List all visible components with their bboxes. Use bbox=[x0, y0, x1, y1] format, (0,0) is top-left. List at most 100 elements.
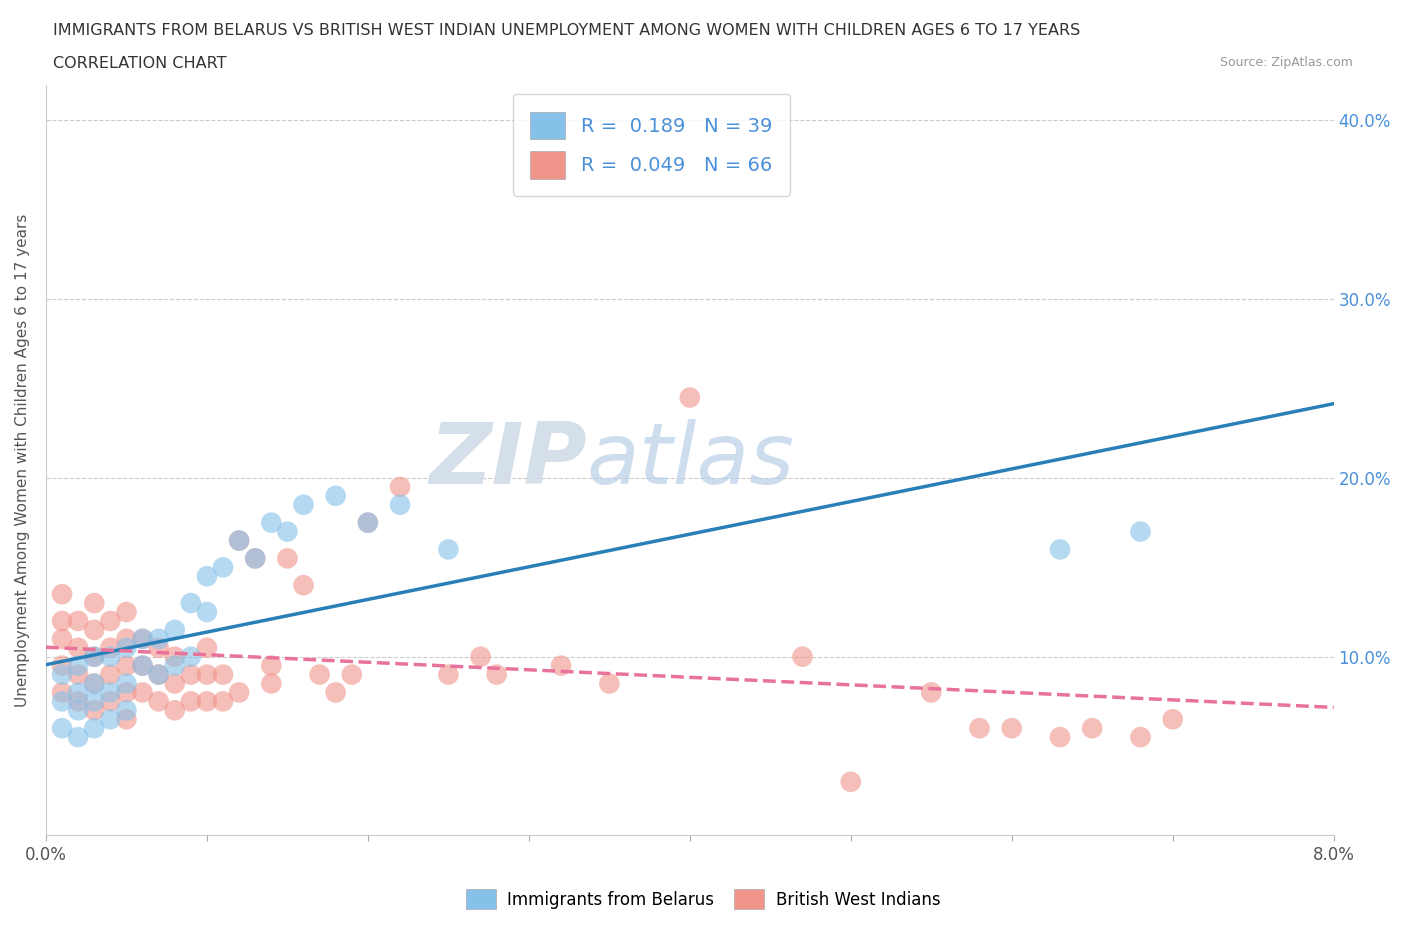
Point bbox=[212, 694, 235, 709]
Point bbox=[550, 658, 572, 673]
Text: atlas: atlas bbox=[586, 418, 794, 501]
Point bbox=[67, 703, 90, 718]
Legend: R =  0.189   N = 39, R =  0.049   N = 66: R = 0.189 N = 39, R = 0.049 N = 66 bbox=[513, 95, 790, 196]
Point bbox=[228, 533, 250, 548]
Point bbox=[245, 551, 267, 565]
Point bbox=[83, 721, 105, 736]
Legend: Immigrants from Belarus, British West Indians: Immigrants from Belarus, British West In… bbox=[457, 881, 949, 917]
Point bbox=[98, 711, 121, 726]
Point bbox=[67, 667, 90, 682]
Text: Source: ZipAtlas.com: Source: ZipAtlas.com bbox=[1219, 56, 1353, 69]
Point bbox=[115, 685, 138, 700]
Point bbox=[67, 641, 90, 656]
Point bbox=[163, 658, 186, 673]
Point bbox=[437, 542, 460, 557]
Point bbox=[67, 658, 90, 673]
Point bbox=[51, 694, 73, 709]
Point bbox=[115, 711, 138, 726]
Point bbox=[1081, 721, 1104, 736]
Point bbox=[292, 498, 315, 512]
Point bbox=[276, 551, 298, 565]
Point bbox=[389, 498, 412, 512]
Point bbox=[83, 676, 105, 691]
Point bbox=[792, 649, 814, 664]
Point bbox=[325, 488, 347, 503]
Point bbox=[148, 694, 170, 709]
Point bbox=[51, 685, 73, 700]
Point bbox=[357, 515, 380, 530]
Point bbox=[212, 560, 235, 575]
Point bbox=[115, 703, 138, 718]
Point bbox=[1129, 730, 1152, 745]
Y-axis label: Unemployment Among Women with Children Ages 6 to 17 years: Unemployment Among Women with Children A… bbox=[15, 213, 30, 707]
Point bbox=[228, 685, 250, 700]
Point bbox=[276, 525, 298, 539]
Text: IMMIGRANTS FROM BELARUS VS BRITISH WEST INDIAN UNEMPLOYMENT AMONG WOMEN WITH CHI: IMMIGRANTS FROM BELARUS VS BRITISH WEST … bbox=[53, 23, 1081, 38]
Point bbox=[67, 694, 90, 709]
Point bbox=[1001, 721, 1024, 736]
Point bbox=[83, 694, 105, 709]
Point bbox=[1049, 542, 1071, 557]
Point bbox=[148, 631, 170, 646]
Point bbox=[67, 730, 90, 745]
Point bbox=[839, 775, 862, 790]
Point bbox=[67, 614, 90, 629]
Point bbox=[115, 641, 138, 656]
Point bbox=[98, 641, 121, 656]
Text: CORRELATION CHART: CORRELATION CHART bbox=[53, 56, 226, 71]
Point bbox=[83, 622, 105, 637]
Point bbox=[260, 676, 283, 691]
Point bbox=[389, 480, 412, 495]
Point bbox=[98, 694, 121, 709]
Point bbox=[98, 667, 121, 682]
Point bbox=[51, 667, 73, 682]
Point bbox=[115, 604, 138, 619]
Point bbox=[679, 390, 702, 405]
Text: ZIP: ZIP bbox=[429, 418, 586, 501]
Point bbox=[148, 667, 170, 682]
Point bbox=[131, 658, 153, 673]
Point bbox=[308, 667, 330, 682]
Point bbox=[163, 676, 186, 691]
Point bbox=[1161, 711, 1184, 726]
Point bbox=[131, 685, 153, 700]
Point bbox=[920, 685, 942, 700]
Point bbox=[195, 604, 218, 619]
Point bbox=[51, 587, 73, 602]
Point bbox=[51, 631, 73, 646]
Point bbox=[340, 667, 363, 682]
Point bbox=[67, 685, 90, 700]
Point bbox=[83, 676, 105, 691]
Point bbox=[195, 694, 218, 709]
Point bbox=[195, 569, 218, 584]
Point bbox=[51, 721, 73, 736]
Point bbox=[83, 595, 105, 610]
Point bbox=[83, 649, 105, 664]
Point bbox=[180, 694, 202, 709]
Point bbox=[115, 631, 138, 646]
Point bbox=[357, 515, 380, 530]
Point bbox=[51, 614, 73, 629]
Point bbox=[148, 667, 170, 682]
Point bbox=[163, 703, 186, 718]
Point bbox=[180, 667, 202, 682]
Point bbox=[470, 649, 492, 664]
Point bbox=[115, 658, 138, 673]
Point bbox=[163, 622, 186, 637]
Point bbox=[98, 685, 121, 700]
Point bbox=[195, 641, 218, 656]
Point bbox=[325, 685, 347, 700]
Point bbox=[148, 641, 170, 656]
Point bbox=[228, 533, 250, 548]
Point bbox=[83, 649, 105, 664]
Point bbox=[1129, 525, 1152, 539]
Point bbox=[485, 667, 508, 682]
Point bbox=[1049, 730, 1071, 745]
Point bbox=[131, 631, 153, 646]
Point bbox=[195, 667, 218, 682]
Point bbox=[260, 658, 283, 673]
Point bbox=[131, 658, 153, 673]
Point bbox=[180, 595, 202, 610]
Point bbox=[292, 578, 315, 592]
Point bbox=[163, 649, 186, 664]
